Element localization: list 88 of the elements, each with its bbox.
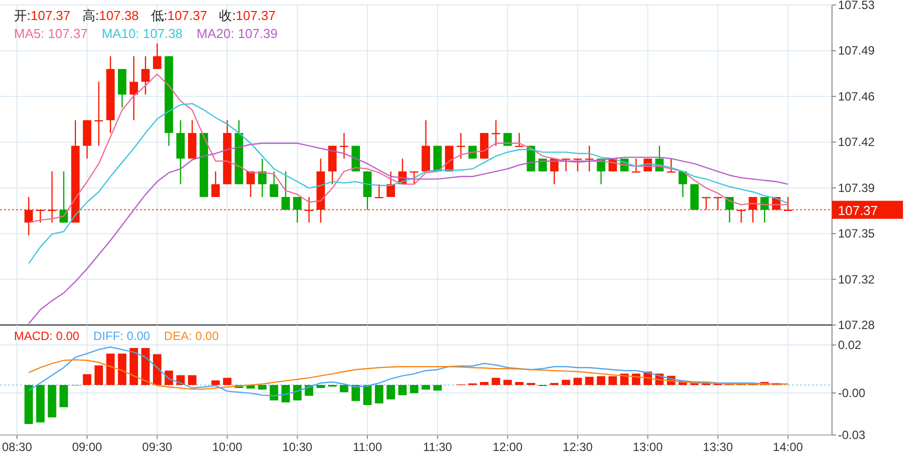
annotation: 低: <box>150 8 168 23</box>
bar <box>24 385 33 424</box>
bar <box>503 380 512 385</box>
candlestick <box>152 42 162 70</box>
candlestick <box>211 170 220 198</box>
annotation: 107.38 <box>99 8 139 23</box>
candlestick <box>573 158 582 172</box>
x-tick-label: 12:00 <box>492 440 523 454</box>
bar <box>60 385 68 408</box>
candlestick <box>141 56 150 96</box>
line-series <box>28 359 789 390</box>
x-tick-label: 10:30 <box>282 440 313 454</box>
bar <box>422 385 430 390</box>
x-tick-label: 11:30 <box>422 440 452 454</box>
bar <box>223 378 232 385</box>
annotation: 收: <box>219 8 236 23</box>
candlestick <box>678 170 688 198</box>
bar <box>620 374 629 385</box>
candlestick <box>94 81 103 146</box>
bar <box>164 370 174 385</box>
y-tick-label: -0.00 <box>838 386 866 400</box>
candlestick <box>760 196 769 224</box>
legend: MA5: 107.37 MA10: 107.38 MA20: 107.39 <box>14 26 278 41</box>
bar <box>340 385 348 392</box>
y-tick-label: 107.42 <box>838 135 876 150</box>
candlestick <box>270 170 278 198</box>
x-tick-label: 09:30 <box>142 440 173 454</box>
legend: MACD: 0.00 DIFF: 0.00 DEA: 0.00 <box>14 329 219 343</box>
bar <box>433 385 442 391</box>
candlestick <box>562 158 570 172</box>
candlestick <box>130 56 138 121</box>
bar <box>188 375 196 385</box>
bar <box>258 385 267 390</box>
bar <box>374 385 384 404</box>
annotation: 高: <box>82 8 100 23</box>
bar <box>573 378 582 385</box>
y-tick-label: 107.32 <box>838 272 876 286</box>
bar <box>386 385 396 400</box>
annotation: 107.37 <box>167 8 208 23</box>
bar <box>352 385 360 401</box>
candlestick <box>585 145 594 172</box>
bar <box>106 354 115 385</box>
bar <box>480 382 488 385</box>
y-tick-label: 0.02 <box>838 338 862 352</box>
y-tick-label: 107.49 <box>838 44 876 58</box>
y-tick-label: -0.03 <box>838 428 866 442</box>
bar <box>363 385 372 405</box>
x-tick-label: 13:30 <box>702 440 734 454</box>
annotation: 107.37 <box>236 8 276 23</box>
bar <box>152 354 162 385</box>
bar <box>130 348 138 385</box>
x-tick-label: 13:00 <box>632 440 664 454</box>
y-tick-label: 107.46 <box>838 89 876 104</box>
annotation: 开: <box>14 8 31 23</box>
bar <box>492 378 500 385</box>
y-tick-label: 107.28 <box>838 318 876 332</box>
candlestick <box>281 170 290 210</box>
ref-line-label: 107.37 <box>838 202 878 218</box>
bar <box>36 385 45 422</box>
bar <box>515 382 524 385</box>
y-tick-label: 107.53 <box>838 0 876 12</box>
bar <box>118 354 126 385</box>
x-tick-label: 10:00 <box>212 440 243 454</box>
bar <box>293 385 302 400</box>
x-tick-label: 09:00 <box>72 440 102 454</box>
candlestick <box>538 158 547 172</box>
bar <box>316 385 325 388</box>
x-tick-label: 11:00 <box>352 440 382 454</box>
bar <box>410 385 418 394</box>
bar <box>398 385 407 396</box>
line-series <box>28 102 789 264</box>
y-tick-label: 107.35 <box>838 226 876 241</box>
x-tick-label: 12:30 <box>562 440 594 454</box>
line-series <box>28 142 789 324</box>
annotation: 107.37 <box>30 8 70 23</box>
bar <box>48 385 56 418</box>
bar <box>281 385 290 402</box>
bar <box>585 376 594 385</box>
bar <box>596 376 606 385</box>
y-tick-label: 107.39 <box>838 180 876 195</box>
bar <box>608 376 617 385</box>
bar <box>211 380 220 385</box>
bar <box>562 380 570 385</box>
candlestick <box>293 196 302 224</box>
bar <box>94 365 103 385</box>
bar <box>82 374 92 385</box>
x-tick-label: 08:30 <box>2 440 32 454</box>
x-tick-label: 14:00 <box>772 440 804 454</box>
